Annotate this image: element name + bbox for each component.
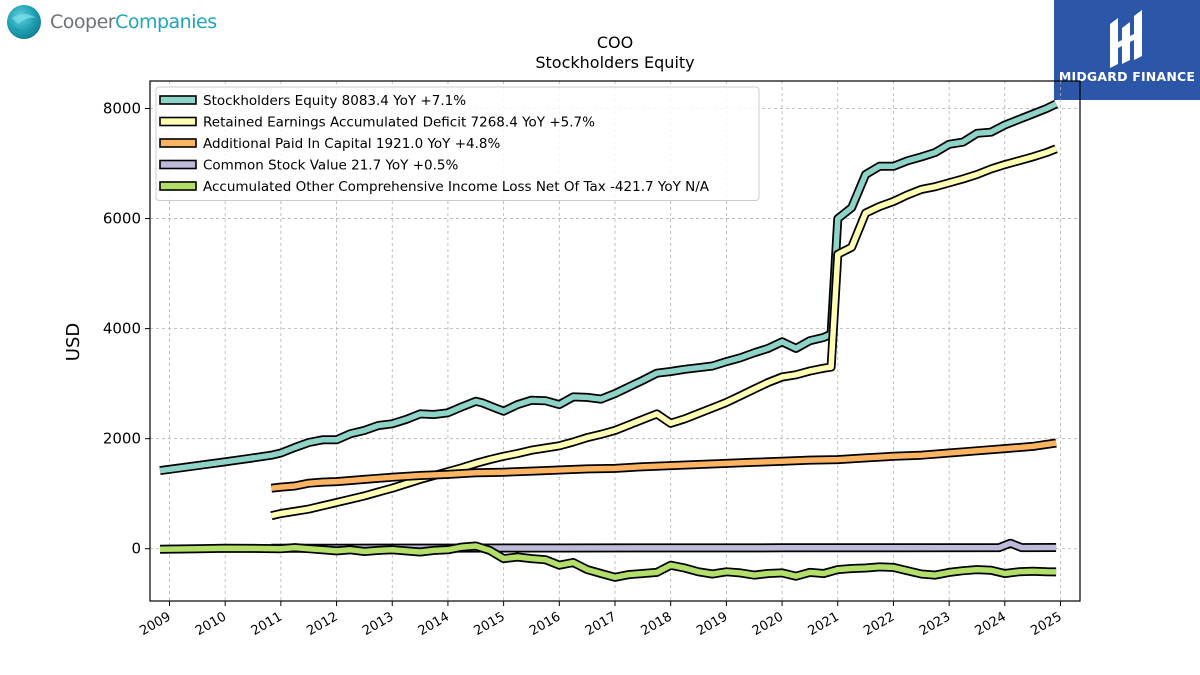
series-2 xyxy=(270,438,1057,493)
legend-swatch xyxy=(159,116,197,127)
series-1 xyxy=(270,144,1058,521)
x-tick-label: 2018 xyxy=(639,609,675,639)
legend-swatch xyxy=(159,159,197,170)
x-tick-label: 2009 xyxy=(137,609,173,639)
series-line xyxy=(159,543,1057,581)
logo-wordmark: CooperCompanies xyxy=(50,11,217,33)
midgard-finance-badge: MIDGARD FINANCE xyxy=(1054,0,1200,100)
chart-title: COO xyxy=(597,33,633,52)
y-tick-label: 6000 xyxy=(103,210,141,228)
legend-swatch xyxy=(159,95,197,105)
x-tick-label: 2024 xyxy=(973,609,1009,639)
globe-logo-icon xyxy=(7,5,41,39)
midgard-logo-icon xyxy=(1110,10,1142,68)
legend-swatch xyxy=(159,181,197,191)
chart-subtitle: Stockholders Equity xyxy=(535,53,694,72)
legend-label: Stockholders Equity 8083.4 YoY +7.1% xyxy=(203,93,466,109)
x-tick-label: 2011 xyxy=(249,609,285,639)
series-line xyxy=(159,101,1058,474)
x-tick-label: 2021 xyxy=(806,609,842,639)
x-tick-label: 2025 xyxy=(1028,609,1064,639)
x-tick-label: 2012 xyxy=(304,609,340,639)
series-lines xyxy=(159,99,1059,582)
legend-swatch xyxy=(159,138,197,148)
midgard-finance-label: MIDGARD FINANCE xyxy=(1058,69,1196,84)
x-tick-label: 2016 xyxy=(527,609,563,639)
x-tick-label: 2015 xyxy=(471,609,507,639)
series-outline xyxy=(270,144,1058,521)
x-tick-label: 2019 xyxy=(694,609,730,639)
y-tick-label: 4000 xyxy=(103,320,141,338)
series-line xyxy=(270,146,1058,519)
y-tick-label: 2000 xyxy=(103,430,141,448)
legend-label: Common Stock Value 21.7 YoY +0.5% xyxy=(203,158,458,174)
series-4 xyxy=(159,541,1057,582)
y-axis-label: USD xyxy=(63,323,84,361)
x-tick-label: 2020 xyxy=(750,609,786,639)
x-tick-label: 2023 xyxy=(917,609,953,639)
legend-label: Retained Earnings Accumulated Deficit 72… xyxy=(203,115,595,131)
series-line xyxy=(271,440,1057,491)
x-tick-label: 2017 xyxy=(583,609,619,639)
legend-label: Additional Paid In Capital 1921.0 YoY +4… xyxy=(203,136,500,152)
coopercompanies-logo: CooperCompanies xyxy=(6,4,217,40)
y-tick-label: 8000 xyxy=(103,100,141,118)
x-tick-label: 2014 xyxy=(416,609,452,639)
x-axis-ticks: 2009 2010 2011 2012 2013 2014 2015 2016 2017 2018… xyxy=(137,601,1065,639)
legend-box xyxy=(155,86,760,201)
x-tick-label: 2013 xyxy=(360,609,396,639)
x-tick-label: 2022 xyxy=(861,609,897,639)
legend: Stockholders Equity 8083.4 YoY +7.1% Reta… xyxy=(155,86,760,201)
legend-label: Accumulated Other Comprehensive Income L… xyxy=(203,179,710,195)
y-tick-label: 0 xyxy=(131,540,141,558)
y-axis-ticks: 0 2000 4000 6000 8000 xyxy=(103,100,150,558)
series-0 xyxy=(159,99,1059,476)
x-tick-label: 2010 xyxy=(193,609,229,639)
